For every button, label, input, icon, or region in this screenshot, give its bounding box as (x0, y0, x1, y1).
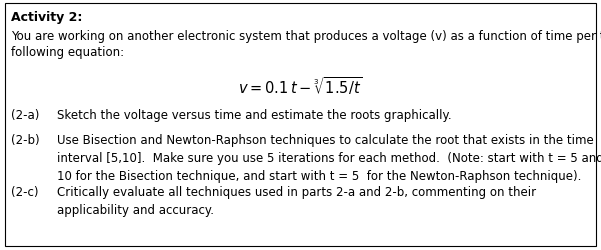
Text: (2-a): (2-a) (11, 109, 39, 122)
Text: Use Bisection and Newton-Raphson techniques to calculate the root that exists in: Use Bisection and Newton-Raphson techniq… (57, 133, 594, 146)
Text: interval [5,10].  Make sure you use 5 iterations for each method.  (Note: start : interval [5,10]. Make sure you use 5 ite… (57, 151, 601, 164)
Text: 10 for the Bisection technique, and start with t = 5  for the Newton-Raphson tec: 10 for the Bisection technique, and star… (57, 169, 582, 182)
Text: (2-b): (2-b) (11, 133, 40, 146)
Text: applicability and accuracy.: applicability and accuracy. (57, 204, 214, 216)
Text: (2-c): (2-c) (11, 186, 38, 198)
Text: Sketch the voltage versus time and estimate the roots graphically.: Sketch the voltage versus time and estim… (57, 109, 452, 122)
Text: $v = 0.1\,t - \sqrt[3]{1.5/t}$: $v = 0.1\,t - \sqrt[3]{1.5/t}$ (238, 75, 363, 97)
Text: following equation:: following equation: (11, 46, 124, 59)
Text: Activity 2:: Activity 2: (11, 11, 82, 24)
Text: You are working on another electronic system that produces a voltage (v) as a fu: You are working on another electronic sy… (11, 30, 601, 43)
Text: Critically evaluate all techniques used in parts 2-a and 2-b, commenting on thei: Critically evaluate all techniques used … (57, 186, 536, 198)
